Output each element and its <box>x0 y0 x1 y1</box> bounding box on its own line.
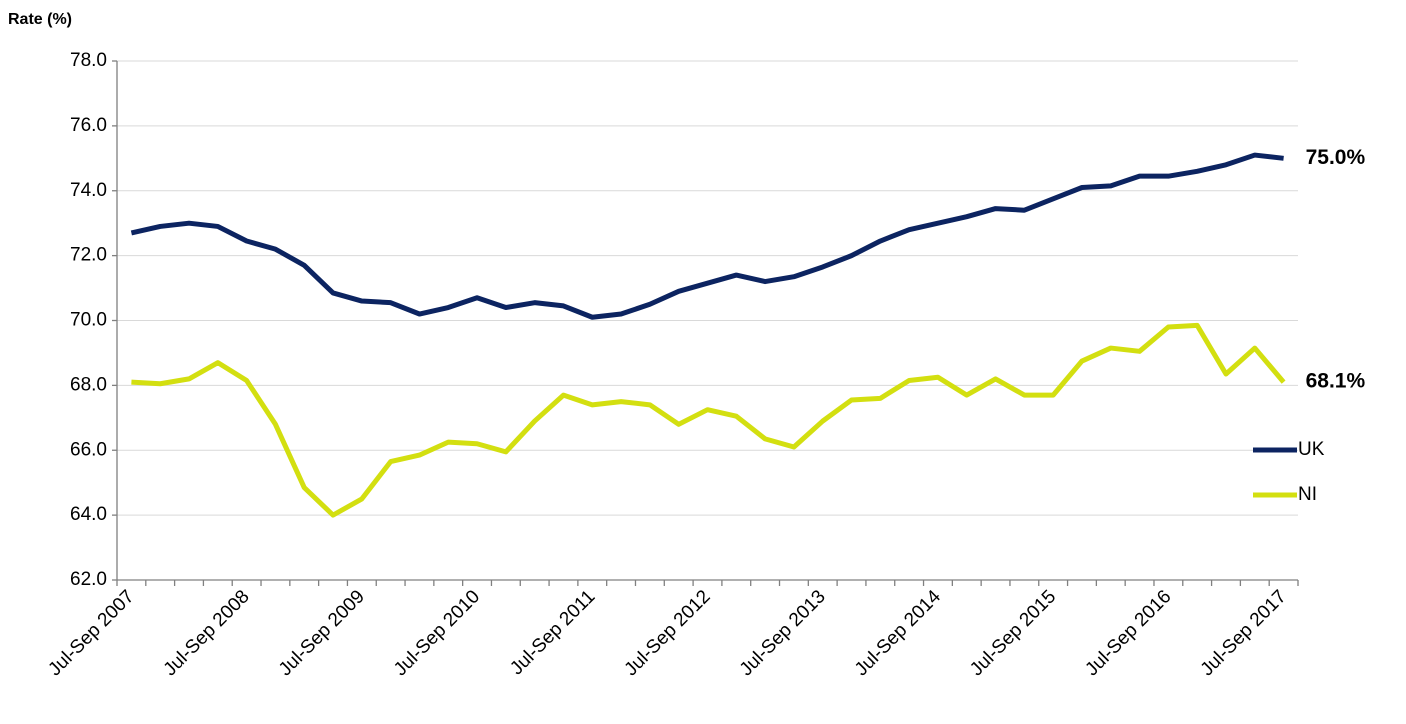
x-tick-label: Jul-Sep 2008 <box>160 586 254 680</box>
line-series <box>131 322 1286 518</box>
x-tick-label: Jul-Sep 2007 <box>44 586 138 680</box>
legend-label: NI <box>1298 484 1317 505</box>
x-tick-label: Jul-Sep 2010 <box>390 586 484 680</box>
y-tick-label: 70.0 <box>70 310 107 331</box>
y-tick-label: 76.0 <box>70 115 107 136</box>
y-tick-label: 74.0 <box>70 180 107 201</box>
y-tick-label: 64.0 <box>70 504 107 525</box>
y-tick-label: 66.0 <box>70 439 107 460</box>
x-tick-label: Jul-Sep 2011 <box>506 586 599 679</box>
x-tick-label: Jul-Sep 2016 <box>1081 586 1175 680</box>
end-value-label: 68.1% <box>1306 370 1366 393</box>
x-tick-label: Jul-Sep 2009 <box>275 586 369 680</box>
end-value-label: 75.0% <box>1306 146 1366 169</box>
y-tick-label: 78.0 <box>70 50 107 71</box>
x-tick-label: Jul-Sep 2014 <box>851 586 945 680</box>
y-axis-label: Rate (%) <box>8 11 72 28</box>
y-tick-label: 68.0 <box>70 374 107 395</box>
x-tick-label: Jul-Sep 2012 <box>621 586 715 680</box>
x-tick-label: Jul-Sep 2017 <box>1197 586 1291 680</box>
y-tick-label: 62.0 <box>70 569 107 590</box>
y-tick-label: 72.0 <box>70 245 107 266</box>
x-tick-label: Jul-Sep 2013 <box>736 586 830 680</box>
x-tick-label: Jul-Sep 2015 <box>966 586 1060 680</box>
line-series <box>130 152 1284 320</box>
legend-label: UK <box>1298 439 1325 460</box>
